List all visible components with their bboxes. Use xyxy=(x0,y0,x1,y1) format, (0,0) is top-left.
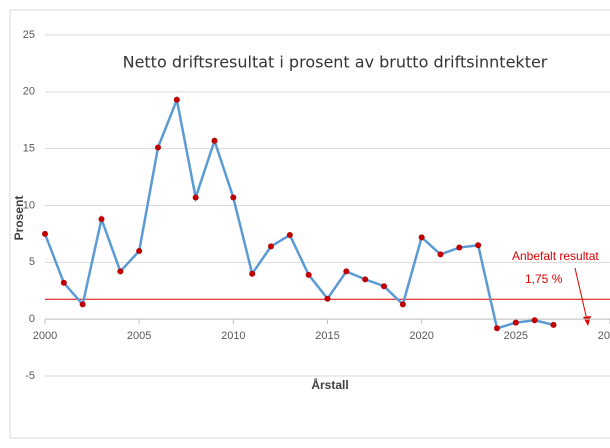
y-tick-label: 10 xyxy=(23,199,35,211)
data-point xyxy=(512,319,519,326)
data-point xyxy=(399,301,406,308)
data-point xyxy=(286,232,293,239)
data-point xyxy=(60,279,67,286)
x-axis-title: Årstall xyxy=(311,377,348,392)
data-point xyxy=(117,268,124,275)
data-point xyxy=(456,244,463,251)
data-point xyxy=(418,234,425,241)
data-point xyxy=(550,321,557,328)
data-point xyxy=(79,301,86,308)
x-tick-label: 2005 xyxy=(127,330,151,342)
x-tick-label: 2025 xyxy=(504,330,528,342)
data-point xyxy=(42,230,48,237)
data-point xyxy=(437,251,444,258)
data-point xyxy=(343,268,350,275)
x-tick-label: 2000 xyxy=(33,330,57,342)
data-point xyxy=(531,317,538,324)
y-tick-label: -5 xyxy=(25,370,35,382)
chart-title: Netto driftsresultat i prosent av brutto… xyxy=(123,53,548,72)
data-point xyxy=(230,194,237,201)
data-point xyxy=(362,276,369,283)
annotation: Anbefalt resultat xyxy=(512,249,599,263)
data-point xyxy=(155,144,161,151)
y-tick-label: 25 xyxy=(23,29,35,41)
data-point xyxy=(211,137,218,144)
data-point xyxy=(98,216,105,223)
data-point xyxy=(268,243,274,250)
data-point xyxy=(305,271,312,278)
data-point xyxy=(249,270,256,277)
x-tick-label: 2010 xyxy=(221,330,245,342)
annotation-arrow xyxy=(574,267,588,321)
data-point xyxy=(381,283,387,290)
data-point xyxy=(324,295,331,302)
data-point xyxy=(192,194,199,201)
chart-frame xyxy=(9,9,610,439)
data-point xyxy=(136,247,143,254)
y-tick-label: 20 xyxy=(23,86,35,98)
data-point xyxy=(173,96,180,103)
y-axis-title: Prosent xyxy=(12,196,26,241)
series-line xyxy=(43,95,554,330)
y-tick-label: 0 xyxy=(29,313,35,325)
data-point xyxy=(475,242,482,249)
y-tick-label: 15 xyxy=(23,143,35,155)
x-tick-label: 2020 xyxy=(409,330,433,342)
y-tick-label: 5 xyxy=(29,256,35,268)
data-point xyxy=(494,325,500,332)
x-tick-label: 2030 xyxy=(598,330,610,342)
x-tick-label: 2015 xyxy=(315,330,339,342)
annotation: 1,75 % xyxy=(525,272,563,286)
annotation-arrowhead xyxy=(583,316,591,326)
